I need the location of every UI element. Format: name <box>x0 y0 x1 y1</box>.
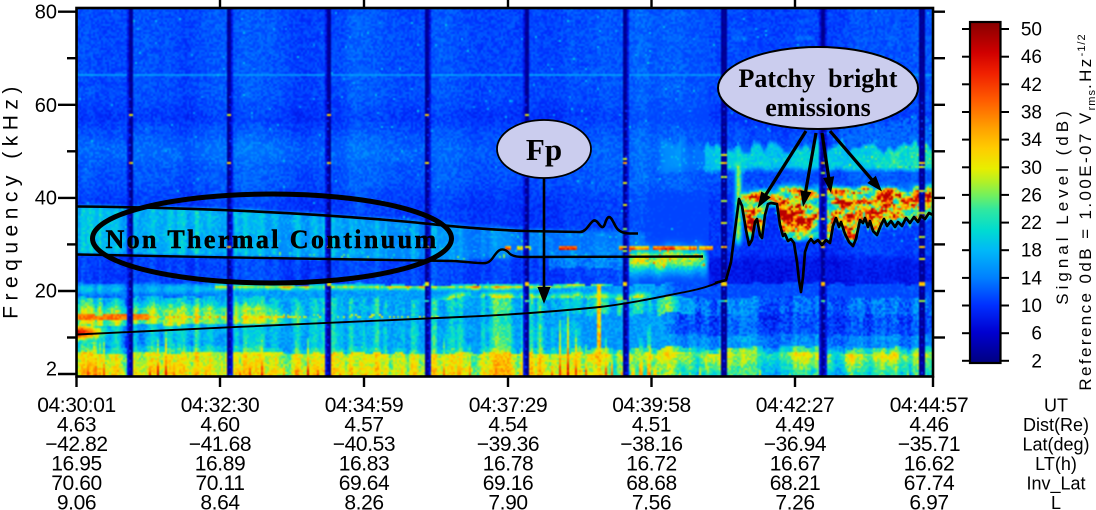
svg-text:68.68: 68.68 <box>626 472 677 495</box>
svg-text:7.90: 7.90 <box>488 492 527 510</box>
svg-text:4.54: 4.54 <box>488 414 528 437</box>
svg-text:Fp: Fp <box>526 132 562 167</box>
svg-text:04:44:57: 04:44:57 <box>890 394 969 417</box>
svg-text:04:39:58: 04:39:58 <box>612 394 691 417</box>
svg-text:69.16: 69.16 <box>483 472 534 495</box>
svg-text:UT: UT <box>1044 396 1068 416</box>
svg-text:emissions: emissions <box>765 93 870 122</box>
svg-text:16.95: 16.95 <box>51 453 102 476</box>
svg-text:4.46: 4.46 <box>909 414 948 437</box>
svg-text:Dist(Re): Dist(Re) <box>1023 415 1089 435</box>
svg-text:4.60: 4.60 <box>200 414 239 437</box>
svg-text:14: 14 <box>1021 268 1043 289</box>
svg-text:70.11: 70.11 <box>196 472 245 495</box>
svg-text:04:32:30: 04:32:30 <box>181 394 260 417</box>
svg-text:6: 6 <box>1031 324 1042 345</box>
svg-text:LT(h): LT(h) <box>1035 454 1077 474</box>
svg-text:−39.36: −39.36 <box>477 433 539 456</box>
svg-text:Non Thermal Continuum: Non Thermal Continuum <box>105 225 438 254</box>
svg-text:16.72: 16.72 <box>626 453 677 476</box>
svg-text:04:30:01: 04:30:01 <box>37 394 116 417</box>
svg-text:9.06: 9.06 <box>57 492 96 510</box>
svg-text:69.64: 69.64 <box>339 472 390 495</box>
svg-text:60: 60 <box>35 95 57 117</box>
svg-text:4.49: 4.49 <box>775 414 814 437</box>
svg-text:8.26: 8.26 <box>344 492 383 510</box>
svg-text:−41.68: −41.68 <box>189 433 251 456</box>
svg-text:70.60: 70.60 <box>51 472 102 495</box>
svg-text:−40.53: −40.53 <box>333 433 395 456</box>
svg-text:−38.16: −38.16 <box>620 433 682 456</box>
svg-text:7.26: 7.26 <box>775 492 814 510</box>
svg-text:4.63: 4.63 <box>57 414 96 437</box>
svg-text:16.62: 16.62 <box>904 453 955 476</box>
svg-text:26: 26 <box>1021 185 1042 206</box>
svg-text:04:34:59: 04:34:59 <box>325 394 404 417</box>
svg-text:16.83: 16.83 <box>339 453 390 476</box>
svg-text:Patchy bright: Patchy bright <box>739 64 898 93</box>
svg-text:4.57: 4.57 <box>344 414 383 437</box>
svg-text:20: 20 <box>35 281 57 303</box>
svg-text:16.89: 16.89 <box>195 453 246 476</box>
svg-text:2: 2 <box>46 359 57 381</box>
svg-text:Frequency (kHz): Frequency (kHz) <box>0 81 23 319</box>
svg-text:38: 38 <box>1021 103 1042 124</box>
svg-text:−42.82: −42.82 <box>45 433 107 456</box>
svg-text:22: 22 <box>1021 213 1042 234</box>
svg-text:10: 10 <box>1021 296 1042 317</box>
svg-text:68.21: 68.21 <box>770 472 821 495</box>
svg-text:6.97: 6.97 <box>909 492 948 510</box>
svg-text:42: 42 <box>1021 75 1042 96</box>
svg-text:2: 2 <box>1031 351 1042 372</box>
svg-text:−36.94: −36.94 <box>764 433 827 456</box>
svg-text:67.74: 67.74 <box>904 472 955 495</box>
svg-text:4.51: 4.51 <box>632 414 671 437</box>
svg-text:34: 34 <box>1021 130 1043 151</box>
svg-text:18: 18 <box>1021 241 1042 262</box>
svg-text:Signal Level (dB): Signal Level (dB) <box>1053 107 1072 304</box>
svg-text:−35.71: −35.71 <box>898 433 960 456</box>
svg-text:Inv_Lat: Inv_Lat <box>1026 474 1085 495</box>
svg-text:50: 50 <box>1021 20 1042 41</box>
svg-text:L: L <box>1051 493 1061 510</box>
svg-text:46: 46 <box>1021 47 1042 68</box>
svg-text:16.67: 16.67 <box>770 453 821 476</box>
svg-text:40: 40 <box>35 188 57 210</box>
svg-text:7.56: 7.56 <box>632 492 671 510</box>
svg-text:04:42:27: 04:42:27 <box>756 394 835 417</box>
svg-text:Lat(deg): Lat(deg) <box>1022 435 1089 455</box>
svg-text:16.78: 16.78 <box>483 453 534 476</box>
svg-text:80: 80 <box>35 1 57 23</box>
svg-text:30: 30 <box>1021 158 1042 179</box>
svg-text:Reference 0dB = 1.00E-07 Vrms.: Reference 0dB = 1.00E-07 Vrms.Hz-1/2 <box>1076 33 1096 390</box>
svg-text:8.64: 8.64 <box>200 492 240 510</box>
svg-text:04:37:29: 04:37:29 <box>469 394 548 417</box>
